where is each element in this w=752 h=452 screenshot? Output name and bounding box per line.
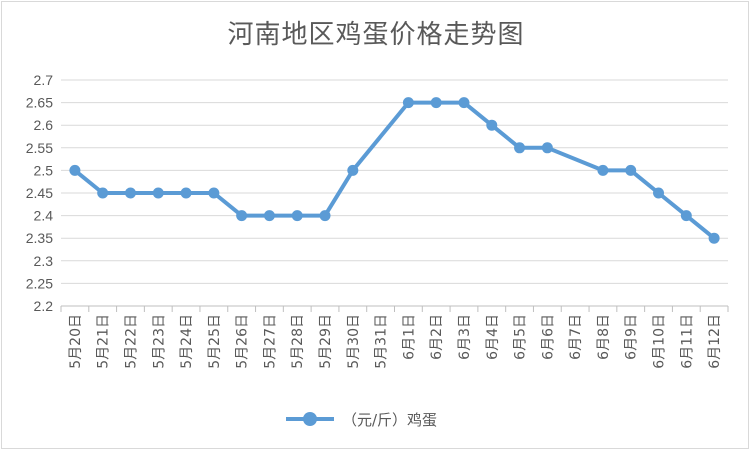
y-tick-label: 2.5 <box>34 162 54 178</box>
x-tick-label: 6月4日 <box>485 314 501 360</box>
data-point <box>152 187 164 199</box>
x-tick-label: 6月2日 <box>429 314 445 360</box>
y-tick-label: 2.4 <box>34 208 54 224</box>
data-point <box>208 187 220 199</box>
data-point <box>69 164 81 176</box>
y-axis-ticks: 2.2 2.25 2.3 2.35 2.4 2.45 2.5 2.55 2.6 2.65 2.7 <box>26 72 53 314</box>
data-point <box>402 97 414 109</box>
x-tick-label: 6月7日 <box>568 314 584 360</box>
x-tick-label: 5月23日 <box>151 314 167 369</box>
x-tick-label: 5月24日 <box>179 314 195 369</box>
y-tick-label: 2.6 <box>34 117 54 133</box>
y-tick-label: 2.25 <box>26 275 53 291</box>
y-tick-label: 2.2 <box>34 298 54 314</box>
data-point <box>597 164 609 176</box>
data-point <box>347 164 359 176</box>
legend: （元/斤）鸡蛋 <box>286 408 437 430</box>
x-tick-label: 6月5日 <box>513 314 529 360</box>
data-point <box>180 187 192 199</box>
legend-label: （元/斤）鸡蛋 <box>342 410 438 429</box>
y-tick-label: 2.65 <box>26 95 53 111</box>
x-tick-label: 6月6日 <box>540 314 556 360</box>
x-tick-label: 6月9日 <box>624 314 640 360</box>
x-tick-label: 5月30日 <box>346 314 362 369</box>
data-point <box>97 187 109 199</box>
y-tick-label: 2.45 <box>26 185 53 201</box>
legend-swatch <box>286 409 334 429</box>
x-tick-label: 6月12日 <box>707 314 723 369</box>
x-tick-label: 6月8日 <box>596 314 612 360</box>
x-tick-label: 5月21日 <box>96 314 112 369</box>
x-tick-label: 5月25日 <box>207 314 223 369</box>
data-point <box>236 210 248 222</box>
data-point <box>680 210 692 222</box>
data-point <box>653 187 665 199</box>
x-tick-label: 6月10日 <box>652 314 668 369</box>
data-point <box>486 119 498 131</box>
data-point <box>263 210 275 222</box>
x-tick-label: 5月26日 <box>235 314 251 369</box>
x-tick-label: 5月27日 <box>262 314 278 369</box>
series-group <box>69 97 720 244</box>
data-point <box>514 142 526 154</box>
x-axis-ticks: 5月20日 5月21日 5月22日 5月23日 5月24日 5月25日 5月26日 5月27日… <box>60 306 729 369</box>
data-point <box>708 232 720 244</box>
y-tick-label: 2.7 <box>34 72 54 88</box>
x-tick-label: 6月1日 <box>401 314 417 360</box>
x-tick-label: 5月28日 <box>290 314 306 369</box>
data-point <box>458 97 470 109</box>
data-point <box>430 97 442 109</box>
y-tick-label: 2.3 <box>34 253 54 269</box>
x-tick-label: 5月22日 <box>123 314 139 369</box>
data-point <box>319 210 331 222</box>
x-tick-label: 6月3日 <box>457 314 473 360</box>
x-tick-label: 6月11日 <box>679 314 695 369</box>
x-tick-label: 5月29日 <box>318 314 334 369</box>
y-tick-label: 2.35 <box>26 230 53 246</box>
x-tick-label: 5月31日 <box>374 314 390 369</box>
data-point <box>124 187 136 199</box>
y-tick-label: 2.55 <box>26 140 53 156</box>
data-point <box>625 164 637 176</box>
data-point <box>541 142 553 154</box>
data-point <box>291 210 303 222</box>
chart-title: 河南地区鸡蛋价格走势图 <box>227 20 525 50</box>
x-tick-label: 5月20日 <box>68 314 84 369</box>
series-line <box>73 100 716 240</box>
